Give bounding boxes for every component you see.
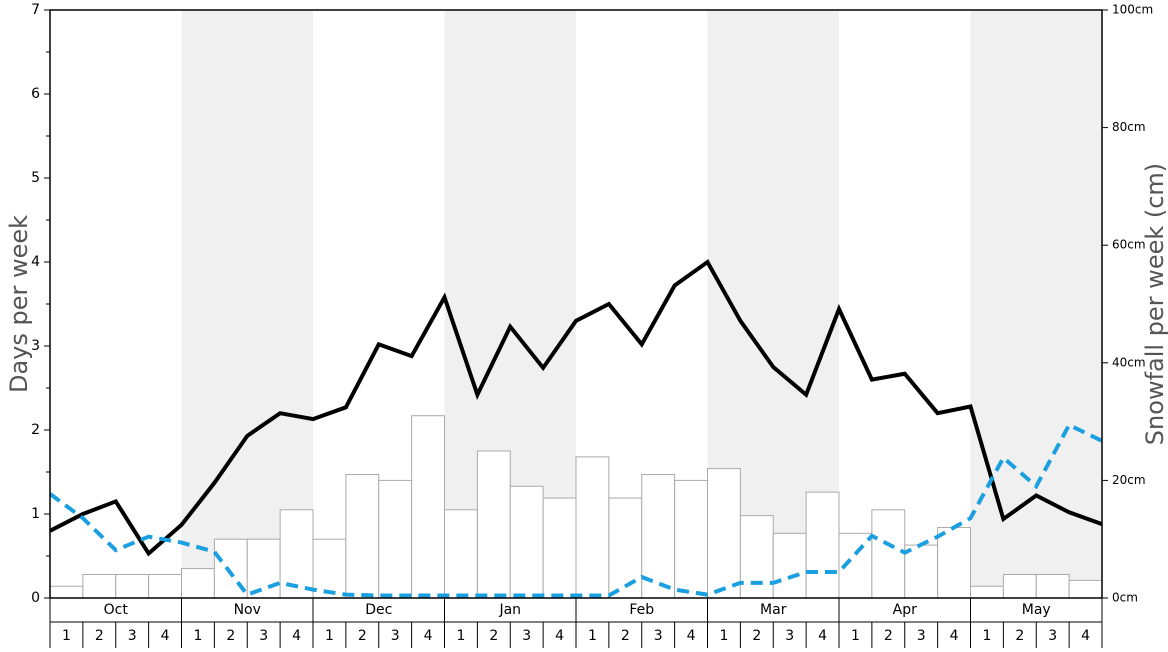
month-label: Apr — [893, 602, 917, 618]
month-label: Dec — [365, 602, 392, 618]
x-tick-label: 1 — [719, 628, 728, 644]
x-tick-label: 2 — [621, 628, 630, 644]
bar — [378, 479, 413, 599]
bar — [181, 568, 215, 599]
bar — [148, 573, 182, 599]
y2-tick-label: 20cm — [1112, 473, 1146, 487]
y2-tick-label: 100cm — [1112, 3, 1153, 17]
y2-tick-label: 60cm — [1112, 238, 1146, 252]
bar — [575, 456, 610, 599]
bar — [937, 526, 971, 599]
x-tick-label: 4 — [555, 628, 564, 644]
bar — [115, 573, 150, 599]
bar — [970, 585, 1004, 599]
bar — [772, 532, 807, 599]
bar — [246, 538, 281, 599]
y-tick-label: 3 — [31, 338, 40, 354]
month-label: May — [1022, 602, 1051, 618]
x-tick-label: 1 — [193, 628, 202, 644]
y-tick-label: 7 — [31, 2, 40, 18]
month-label: Feb — [629, 602, 654, 618]
x-tick-label: 3 — [1048, 628, 1057, 644]
bar — [1035, 573, 1070, 599]
x-tick-label: 3 — [654, 628, 663, 644]
bar — [542, 497, 577, 599]
line — [49, 259, 1103, 557]
bar — [49, 585, 84, 599]
bar — [312, 538, 347, 599]
x-tick-label: 4 — [161, 628, 170, 644]
bar — [444, 509, 478, 599]
x-tick-label: 2 — [226, 628, 235, 644]
x-tick-label: 4 — [687, 628, 696, 644]
month-shade — [970, 10, 1102, 598]
x-tick-label: 1 — [982, 628, 991, 644]
y-tick-label: 6 — [31, 86, 40, 102]
x-tick-label: 4 — [950, 628, 959, 644]
x-tick-label: 1 — [588, 628, 597, 644]
y-tick-label: 1 — [31, 506, 40, 522]
bar — [871, 509, 906, 599]
x-tick-label: 2 — [752, 628, 761, 644]
x-tick-label: 2 — [358, 628, 367, 644]
x-tick-label: 4 — [818, 628, 827, 644]
bar — [707, 468, 741, 599]
background — [181, 10, 1102, 598]
bar — [509, 485, 544, 599]
x-tick-label: 3 — [785, 628, 794, 644]
bar — [1068, 579, 1103, 599]
bar — [739, 515, 774, 599]
y2-axis-title: Snowfall per week (cm) — [1141, 163, 1168, 445]
y2-tick-label: 40cm — [1112, 355, 1146, 369]
bar — [476, 450, 511, 599]
bar — [1002, 573, 1037, 599]
x-tick-label: 3 — [522, 628, 531, 644]
y-tick-label: 5 — [31, 170, 40, 186]
x-tick-label: 1 — [851, 628, 860, 644]
month-label: Jan — [498, 602, 521, 618]
bar — [608, 497, 643, 599]
month-label: Oct — [104, 602, 129, 618]
x-tick-label: 2 — [1015, 628, 1024, 644]
x-tick-label: 1 — [456, 628, 465, 644]
x-tick-label: 3 — [917, 628, 926, 644]
bar — [82, 573, 117, 599]
x-tick-label: 4 — [1081, 628, 1090, 644]
x-tick-label: 3 — [259, 628, 268, 644]
x-tick-label: 2 — [884, 628, 893, 644]
dashed-line — [48, 422, 1103, 598]
x-tick-label: 4 — [424, 628, 433, 644]
y2-tick-label: 80cm — [1112, 120, 1146, 134]
x-tick-label: 2 — [489, 628, 498, 644]
y-axis-title: Days per week — [5, 215, 33, 393]
month-label: Mar — [760, 602, 787, 618]
y-tick-label: 0 — [31, 590, 40, 606]
x-tick-label: 1 — [62, 628, 71, 644]
x-tick-label: 2 — [95, 628, 104, 644]
y2-tick-label: 0cm — [1112, 591, 1138, 605]
x-tick-label: 3 — [391, 628, 400, 644]
y-tick-label: 4 — [31, 254, 40, 270]
x-tick-label: 1 — [325, 628, 334, 644]
y-tick-label: 2 — [31, 422, 40, 438]
x-tick-label: 3 — [128, 628, 137, 644]
bar — [345, 474, 380, 599]
bar — [805, 491, 840, 599]
bar — [904, 544, 939, 599]
month-label: Nov — [234, 602, 261, 618]
bar — [411, 415, 445, 599]
x-tick-label: 4 — [292, 628, 301, 644]
bar — [674, 479, 708, 599]
